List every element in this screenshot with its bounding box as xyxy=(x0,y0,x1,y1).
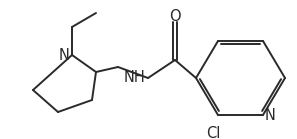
Text: N: N xyxy=(58,48,69,63)
Text: N: N xyxy=(265,107,276,122)
Text: O: O xyxy=(169,9,181,24)
Text: NH: NH xyxy=(123,70,145,85)
Text: Cl: Cl xyxy=(206,126,220,139)
